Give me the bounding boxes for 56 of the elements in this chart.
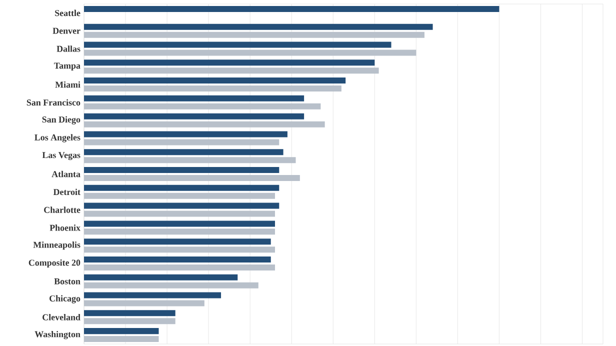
y-tick-label: Atlanta	[52, 170, 80, 178]
bar	[84, 86, 342, 92]
bar	[84, 24, 433, 30]
bar	[84, 78, 346, 84]
bar	[84, 256, 271, 262]
bar	[84, 131, 288, 138]
bar	[84, 32, 424, 38]
bar	[84, 95, 304, 102]
bar	[84, 210, 275, 217]
y-tick-label: Boston	[54, 278, 80, 284]
y-tick-label: Seattle	[55, 10, 80, 16]
bar	[84, 202, 280, 209]
y-tick-label: Los Angeles	[34, 134, 80, 142]
bar	[84, 68, 379, 74]
bar	[84, 318, 176, 324]
bar	[84, 192, 275, 199]
y-tick-label: Dallas	[56, 46, 80, 52]
bar	[84, 282, 258, 288]
bar	[84, 336, 159, 342]
y-tick-label: Cleveland	[42, 314, 80, 320]
bar	[84, 167, 280, 174]
y-tick-label: Phoenix	[50, 224, 80, 231]
bar	[84, 238, 271, 245]
y-tick-label: Tampa	[54, 62, 80, 71]
bar	[84, 157, 296, 164]
y-tick-label: Las Vegas	[42, 152, 80, 160]
bar	[84, 246, 275, 253]
y-tick-label: Minneapolis	[33, 242, 80, 250]
bar	[84, 139, 280, 146]
bar	[84, 113, 304, 120]
bar	[84, 60, 375, 66]
bar	[84, 228, 275, 235]
y-tick-label: Composite 20	[28, 259, 80, 268]
bar	[84, 292, 222, 298]
bar	[84, 175, 300, 181]
bar	[84, 220, 275, 227]
bar	[84, 42, 392, 48]
bar	[84, 6, 500, 12]
y-tick-label: Washington	[34, 330, 80, 340]
y-tick-label: Denver	[52, 28, 80, 34]
bar	[84, 50, 416, 56]
bar	[84, 274, 238, 280]
bar	[84, 328, 159, 334]
bar	[84, 264, 275, 270]
bar	[84, 121, 325, 128]
bar	[84, 310, 176, 316]
y-tick-label: Miami	[55, 81, 80, 88]
y-tick-label: San Diego	[42, 116, 80, 124]
bar	[84, 184, 280, 191]
y-tick-label: Chicago	[50, 295, 80, 304]
y-tick-label: Detroit	[53, 188, 80, 196]
bar	[84, 149, 284, 156]
bar	[84, 300, 204, 306]
bar	[84, 103, 321, 110]
y-tick-label: San Francisco	[26, 99, 80, 106]
y-tick-label: Charlotte	[44, 206, 80, 213]
